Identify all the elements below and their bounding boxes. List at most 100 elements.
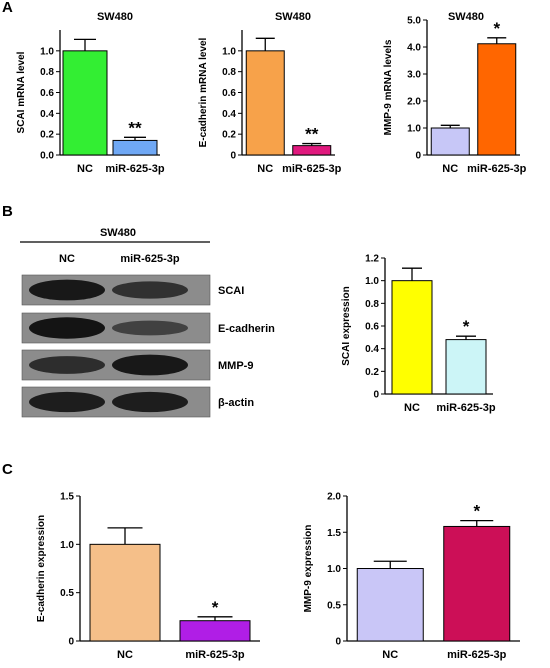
y-axis-label: SCAI mRNA level — [16, 51, 27, 133]
y-tick-label: 0.4 — [365, 344, 379, 355]
bar-1 — [477, 43, 517, 156]
blot-row-label: SCAI — [218, 285, 244, 297]
y-axis-label: E-cadherin expression — [36, 515, 47, 622]
chart-title: SW480 — [275, 11, 311, 23]
bar-1 — [445, 339, 487, 395]
blot-row-label: E-cadherin — [218, 323, 275, 335]
y-tick-label: 0.6 — [40, 88, 54, 99]
mmp9-mrna-chart: SW480 0 1.0 2.0 3.0 4.0 5.0 MMP-9 mRNA levels NC… — [383, 11, 527, 175]
y-tick-label: 5.0 — [407, 16, 421, 27]
y-tick-label: 0.8 — [222, 67, 236, 78]
y-axis-label: MMP-9 expression — [303, 525, 314, 613]
significance-mark: * — [463, 317, 470, 336]
y-tick-label: 1.0 — [365, 276, 379, 287]
y-tick-label: 1.0 — [40, 46, 54, 57]
panel-label-a: A — [2, 0, 13, 16]
blot-band — [112, 281, 188, 299]
y-tick-label: 1.0 — [222, 46, 236, 57]
y-axis-label: SCAI expression — [341, 286, 352, 365]
category-label: NC — [257, 163, 273, 175]
bar-0 — [430, 127, 470, 156]
category-label: miR-625-3p — [282, 163, 342, 175]
y-tick-label: 1.2 — [365, 254, 379, 265]
bar-1 — [292, 145, 332, 156]
scai-expression-chart: 0 0.2 0.4 0.6 0.8 1.0 1.2 SCAI expression NC * miR… — [341, 254, 496, 415]
category-label: miR-625-3p — [185, 649, 245, 661]
y-tick-label: 0 — [373, 390, 379, 401]
y-tick-label: 0.0 — [40, 151, 54, 162]
y-tick-label: 0 — [335, 637, 341, 648]
y-tick-label: 1.0 — [327, 564, 341, 575]
y-tick-label: 0 — [68, 637, 74, 648]
category-label: NC — [117, 649, 133, 661]
blot-cell-line: SW480 — [100, 227, 136, 239]
y-tick-label: 1.5 — [327, 528, 341, 539]
panel-label-c: C — [2, 461, 13, 478]
y-tick-label: 1.0 — [60, 540, 74, 551]
blot-band — [112, 391, 188, 413]
category-label: NC — [382, 649, 398, 661]
y-tick-label: 0.5 — [60, 588, 74, 599]
y-tick-label: 1.0 — [407, 124, 421, 135]
chart-title: SW480 — [448, 11, 484, 23]
y-tick-label: 0.4 — [40, 109, 54, 120]
y-tick-label: 0.2 — [222, 130, 236, 141]
y-tick-label: 0.2 — [40, 130, 54, 141]
category-label: NC — [77, 163, 93, 175]
y-tick-label: 4.0 — [407, 43, 421, 54]
scai-mrna-chart: SW480 0.0 0.2 0.4 0.6 0.8 1.0 SCAI mRNA level NC… — [16, 11, 165, 175]
blot-row-label: MMP-9 — [218, 360, 253, 372]
category-label: miR-625-3p — [447, 649, 507, 661]
bar-0 — [356, 568, 424, 642]
mmp9-expression-chart: 0 0.5 1.0 1.5 2.0 MMP-9 expression NC * miR-625-… — [303, 492, 520, 661]
bar-0 — [89, 543, 161, 642]
significance-mark: ** — [128, 118, 142, 137]
blot-band — [112, 320, 188, 336]
category-label: NC — [442, 163, 458, 175]
bar-1 — [112, 139, 158, 156]
y-tick-label: 0.5 — [327, 600, 341, 611]
y-tick-label: 2.0 — [407, 97, 421, 108]
panel-label-b: B — [2, 203, 13, 220]
ecadherin-expression-chart: 0 0.5 1.0 1.5 E-cadherin expression NC * miR-62… — [36, 492, 260, 661]
y-tick-label: 0 — [415, 151, 421, 162]
blot-band — [29, 317, 105, 339]
significance-mark: * — [473, 502, 480, 521]
category-label: miR-625-3p — [105, 163, 165, 175]
blot-row-label: β-actin — [218, 397, 254, 409]
y-tick-label: 0.2 — [365, 367, 379, 378]
category-label: NC — [404, 402, 420, 414]
category-label: miR-625-3p — [467, 163, 527, 175]
western-blot: SW480 NC miR-625-3p SCAI E-cadherin MMP-9 β… — [20, 227, 275, 418]
ecadherin-mrna-chart: SW480 0 0.2 0.4 0.6 0.8 1.0 E-cadherin mRNA lev… — [198, 11, 342, 175]
y-tick-label: 0 — [230, 151, 236, 162]
y-axis-label: E-cadherin mRNA level — [198, 37, 209, 147]
bar-0 — [245, 50, 285, 156]
significance-mark: ** — [305, 125, 319, 144]
blot-band — [112, 354, 188, 376]
y-tick-label: 0.8 — [40, 67, 54, 78]
y-tick-label: 3.0 — [407, 70, 421, 81]
y-tick-label: 2.0 — [327, 492, 341, 503]
y-tick-label: 0.6 — [222, 88, 236, 99]
y-tick-label: 1.5 — [60, 492, 74, 503]
blot-band — [29, 391, 105, 413]
bar-0 — [391, 280, 433, 395]
blot-band — [29, 356, 105, 374]
category-label: miR-625-3p — [436, 402, 496, 414]
chart-title: SW480 — [97, 11, 133, 23]
bar-1 — [443, 525, 511, 642]
y-tick-label: 0.4 — [222, 109, 236, 120]
blot-lane-nc: NC — [59, 253, 75, 265]
significance-mark: * — [493, 19, 500, 38]
bar-0 — [62, 50, 108, 156]
bar-1 — [179, 620, 251, 642]
blot-lane-mir: miR-625-3p — [120, 253, 180, 265]
blot-band — [29, 279, 105, 301]
y-axis-label: MMP-9 mRNA levels — [383, 39, 394, 135]
y-tick-label: 0.6 — [365, 322, 379, 333]
significance-mark: * — [212, 598, 219, 617]
y-tick-label: 0.8 — [365, 299, 379, 310]
blot-rows: SCAI E-cadherin MMP-9 β-actin — [21, 274, 275, 418]
